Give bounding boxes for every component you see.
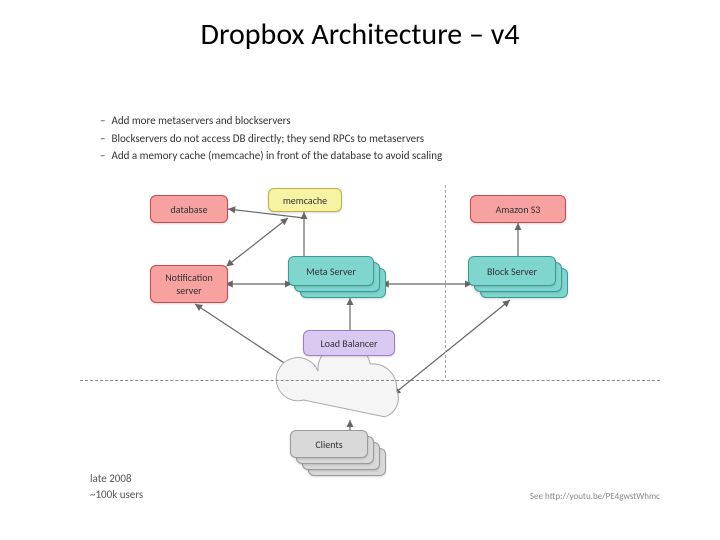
- node-block: Block Server: [480, 268, 568, 298]
- node-amazon: Amazon S3: [470, 195, 566, 223]
- node-notif: Notification server: [150, 265, 228, 303]
- footnote-right: See http://youtu.be/PE4gwstWhmc: [530, 491, 660, 502]
- vertical-divider: [445, 185, 446, 378]
- horizontal-divider: [80, 380, 660, 381]
- node-meta: Meta Server: [300, 268, 386, 298]
- footnote-left: late 2008 ~100k users: [90, 471, 143, 502]
- node-memcache: memcache: [268, 188, 342, 212]
- node-clients: Clients: [308, 448, 386, 476]
- architecture-diagram: database memcache Amazon S3 Notification se…: [0, 0, 720, 540]
- node-database: database: [150, 195, 228, 223]
- node-lb: Load Balancer: [303, 330, 395, 356]
